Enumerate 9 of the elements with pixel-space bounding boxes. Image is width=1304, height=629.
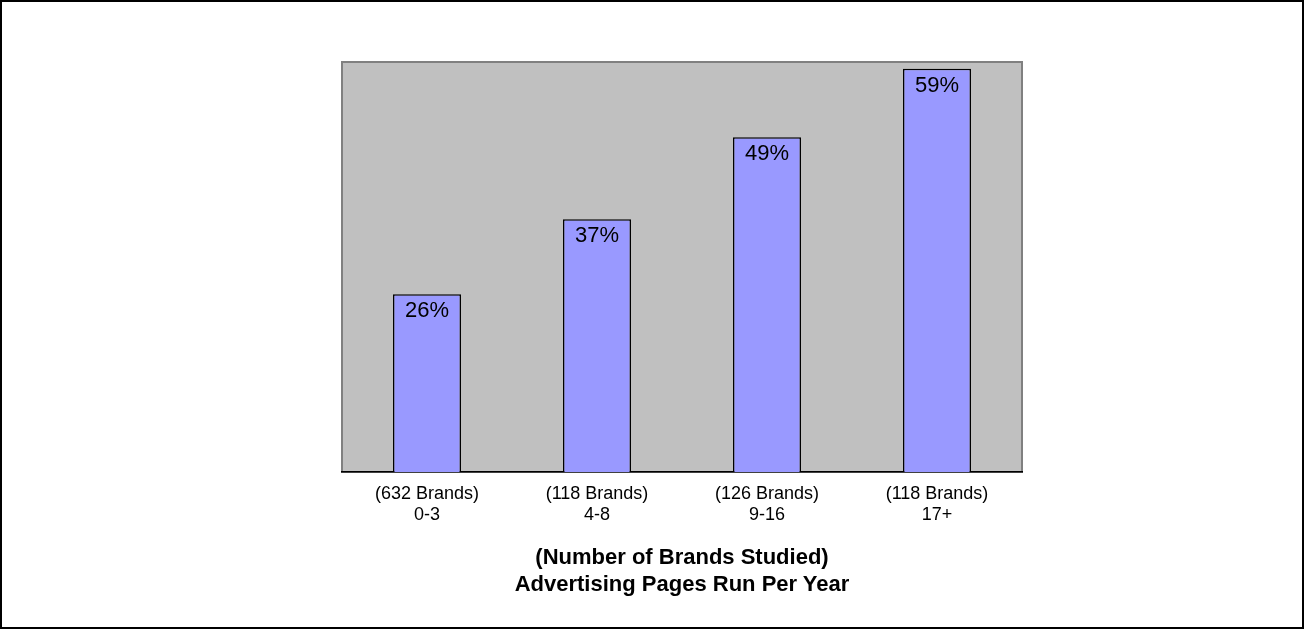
data-label: 26% <box>404 297 450 323</box>
data-label: 37% <box>574 222 620 248</box>
data-label: 59% <box>914 71 960 97</box>
data-label: 49% <box>744 140 790 166</box>
x-tick-label: (118 Brands) 4-8 <box>545 482 649 525</box>
x-axis-title: (Number of Brands Studied) Advertising Pages Run Per Year <box>514 544 850 596</box>
x-tick-label: (632 Brands) 0-3 <box>374 482 480 525</box>
x-tick-label: (126 Brands) 9-16 <box>714 482 820 525</box>
x-tick-label: (118 Brands) 17+ <box>885 482 989 525</box>
